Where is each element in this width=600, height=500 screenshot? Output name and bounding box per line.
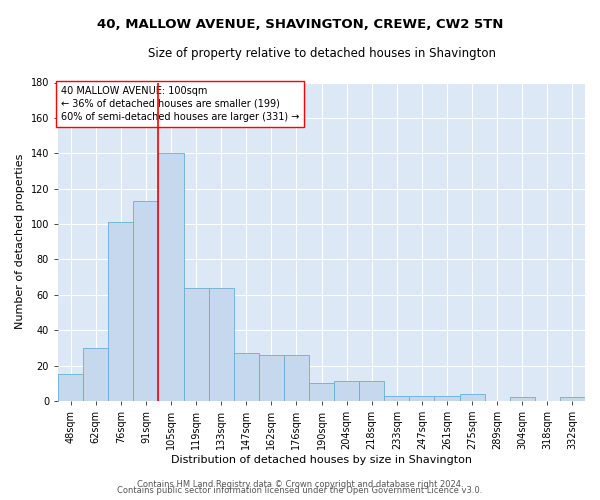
Bar [58, 374, 83, 401]
Bar [108, 222, 133, 401]
Bar [384, 396, 409, 401]
Bar [209, 288, 234, 401]
Text: 40 MALLOW AVENUE: 100sqm
← 36% of detached houses are smaller (199)
60% of semi-: 40 MALLOW AVENUE: 100sqm ← 36% of detach… [61, 86, 299, 122]
Bar [359, 382, 384, 401]
Bar [510, 398, 535, 401]
Bar [460, 394, 485, 401]
Text: 40, MALLOW AVENUE, SHAVINGTON, CREWE, CW2 5TN: 40, MALLOW AVENUE, SHAVINGTON, CREWE, CW… [97, 18, 503, 30]
Bar [309, 383, 334, 401]
Bar [409, 396, 434, 401]
Bar [284, 355, 309, 401]
Text: Contains public sector information licensed under the Open Government Licence v3: Contains public sector information licen… [118, 486, 482, 495]
Y-axis label: Number of detached properties: Number of detached properties [15, 154, 25, 330]
Title: Size of property relative to detached houses in Shavington: Size of property relative to detached ho… [148, 48, 496, 60]
Bar [259, 355, 284, 401]
Bar [434, 396, 460, 401]
Bar [334, 382, 359, 401]
Bar [184, 288, 209, 401]
Bar [133, 201, 158, 401]
Text: Contains HM Land Registry data © Crown copyright and database right 2024.: Contains HM Land Registry data © Crown c… [137, 480, 463, 489]
Bar [158, 154, 184, 401]
Bar [234, 353, 259, 401]
X-axis label: Distribution of detached houses by size in Shavington: Distribution of detached houses by size … [171, 455, 472, 465]
Bar [83, 348, 108, 401]
Bar [560, 398, 585, 401]
